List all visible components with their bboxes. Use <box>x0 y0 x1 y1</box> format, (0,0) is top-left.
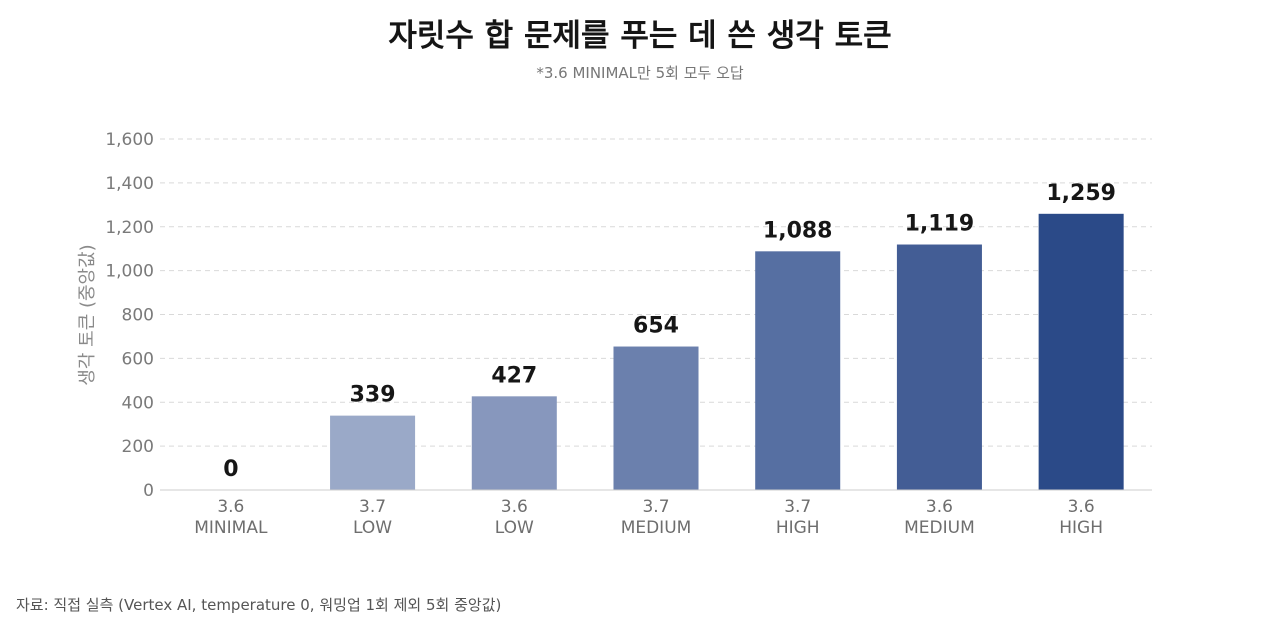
bar <box>330 415 416 490</box>
y-tick-label: 1,600 <box>105 130 154 150</box>
y-tick-label: 200 <box>122 437 154 457</box>
category-label-line2: LOW <box>495 518 534 538</box>
data-label: 1,088 <box>763 218 833 243</box>
data-label: 654 <box>633 314 679 339</box>
category-label-line1: 3.6 <box>217 497 244 517</box>
bars <box>330 213 1124 490</box>
y-tick-label: 400 <box>122 393 154 413</box>
bar <box>1038 213 1124 490</box>
category-label-line2: HIGH <box>1059 518 1103 538</box>
category-label-line2: MINIMAL <box>194 518 268 538</box>
category-label-line2: MEDIUM <box>904 518 975 538</box>
y-tick-label: 600 <box>122 349 154 369</box>
y-ticks: 0 200 400 600 800 1,000 1,200 1,400 1,600 <box>105 130 154 501</box>
data-label: 1,119 <box>905 212 975 237</box>
category-label-line2: LOW <box>353 518 392 538</box>
y-tick-label: 1,000 <box>105 262 154 282</box>
bar <box>755 251 841 490</box>
data-labels: 0 339 427 654 1,088 1,119 1,259 <box>223 181 1116 482</box>
category-label-line1: 3.7 <box>359 497 386 517</box>
category-label-line1: 3.6 <box>501 497 528 517</box>
bar <box>471 396 557 490</box>
chart-title: 자릿수 합 문제를 푸는 데 쓴 생각 토큰 <box>388 18 892 54</box>
y-tick-label: 800 <box>122 306 154 326</box>
chart-subtitle: *3.6 MINIMAL만 5회 모두 오답 <box>536 64 744 82</box>
source-note: 자료: 직접 실측 (Vertex AI, temperature 0, 워밍업… <box>16 596 502 614</box>
y-tick-label: 1,200 <box>105 218 154 238</box>
category-label-line2: MEDIUM <box>621 518 692 538</box>
category-label-line1: 3.6 <box>926 497 953 517</box>
data-label: 339 <box>350 383 396 408</box>
y-tick-label: 1,400 <box>105 174 154 194</box>
category-label-line1: 3.7 <box>784 497 811 517</box>
category-label-line1: 3.7 <box>642 497 669 517</box>
bar <box>613 346 699 490</box>
category-label-line1: 3.6 <box>1068 497 1095 517</box>
y-tick-label: 0 <box>143 481 154 501</box>
data-label: 1,259 <box>1046 181 1116 206</box>
bar <box>896 244 982 490</box>
data-label: 0 <box>223 457 238 482</box>
category-label-line2: HIGH <box>776 518 820 538</box>
data-label: 427 <box>491 363 537 388</box>
x-categories: 3.6MINIMAL3.7LOW3.6LOW3.7MEDIUM3.7HIGH3.… <box>194 497 1103 538</box>
